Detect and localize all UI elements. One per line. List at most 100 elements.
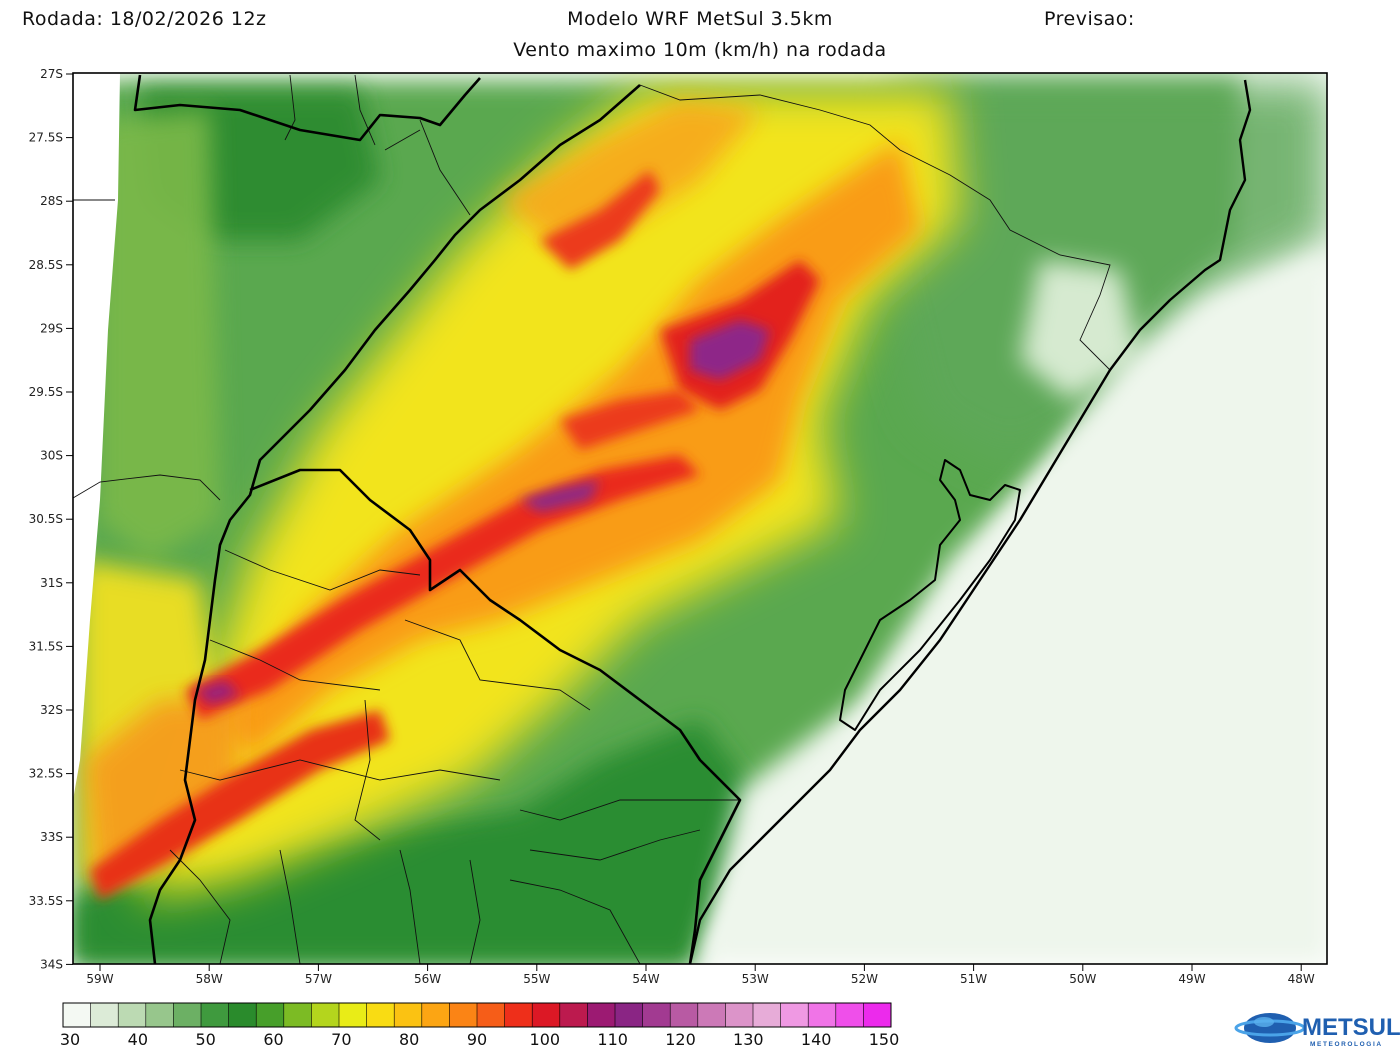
field-orange-north [500, 100, 760, 250]
lon-tick-label: 56W [414, 972, 441, 986]
variable-subtitle: Vento maximo 10m (km/h) na rodada [513, 39, 887, 61]
colorbar-swatch [477, 1003, 505, 1027]
colorbar-label: 110 [597, 1030, 628, 1049]
colorbar-swatch [808, 1003, 837, 1027]
colorbar-swatch [311, 1003, 340, 1027]
metsul-logo: METSUL METEOROLOGIA [1234, 1013, 1400, 1048]
colorbar-swatch [201, 1003, 229, 1027]
colorbar-swatch [228, 1003, 257, 1027]
lon-tick-label: 55W [523, 972, 550, 986]
colorbar-swatch [863, 1003, 892, 1027]
lagoon-outline [839, 459, 1021, 731]
lon-tick-label: 57W [305, 972, 332, 986]
lat-tick-label: 31.5S [29, 639, 63, 653]
map-frame [72, 72, 1328, 965]
colorbar-swatch [780, 1003, 809, 1027]
wind-field [73, 73, 1327, 964]
colorbar-swatch [118, 1003, 147, 1027]
thick-boundaries [133, 74, 742, 964]
run-time-label: Rodada: 18/02/2026 12z [22, 8, 267, 30]
colorbar-label: 150 [869, 1030, 900, 1049]
colorbar-label: 120 [665, 1030, 696, 1049]
colorbar-swatch [642, 1003, 671, 1027]
colorbar-swatch [366, 1003, 395, 1027]
lon-tick-label: 52W [851, 972, 878, 986]
colorbar-swatch [725, 1003, 754, 1027]
lat-tick-label: 34S [40, 957, 63, 971]
lat-tick-label: 28S [40, 194, 63, 208]
lat-tick-label: 29.5S [29, 385, 63, 399]
field-red-mid [560, 390, 700, 450]
colorbar-swatch [394, 1003, 423, 1027]
logo-globe-icon [1244, 1013, 1296, 1043]
colorbar-label: 140 [801, 1030, 832, 1049]
field-green-west-strip [98, 110, 220, 560]
field-red-north [540, 170, 660, 270]
field-nodata-west [73, 73, 120, 800]
lat-tick-label: 29S [40, 321, 63, 335]
lat-tick-label: 27.5S [29, 131, 63, 145]
colorbar-label: 90 [467, 1030, 487, 1049]
field-orange-southwest [85, 700, 240, 880]
thin-boundaries [73, 74, 1111, 964]
colorbar-swatch [670, 1003, 699, 1027]
colorbar-label: 60 [263, 1030, 283, 1049]
colorbar-label: 50 [195, 1030, 215, 1049]
lat-tick-label: 30S [40, 449, 63, 463]
colorbar-frame [62, 1002, 892, 1028]
lon-tick-label: 51W [960, 972, 987, 986]
colorbar-label: 70 [331, 1030, 351, 1049]
field-dark-green-south [73, 720, 760, 964]
colorbar-swatch [615, 1003, 643, 1027]
lon-tick-label: 49W [1178, 972, 1205, 986]
field-red-jet-1 [185, 455, 700, 720]
coastline [688, 79, 1252, 964]
colorbar-label: 100 [530, 1030, 561, 1049]
lat-tick-label: 32.5S [29, 767, 63, 781]
field-green-light [1020, 260, 1140, 400]
colorbar-swatch [504, 1003, 533, 1027]
lat-tick-label: 30.5S [29, 512, 63, 526]
lon-tick-label: 50W [1069, 972, 1096, 986]
colorbar-swatch [835, 1003, 864, 1027]
colorbar-swatch [753, 1003, 781, 1027]
lon-tick-label: 54W [632, 972, 659, 986]
colorbar-swatch [421, 1003, 450, 1027]
colorbar-swatch [587, 1003, 616, 1027]
model-title: Modelo WRF MetSul 3.5km [567, 8, 833, 30]
colorbar-swatch [283, 1003, 312, 1027]
lat-tick-label: 33S [40, 830, 63, 844]
field-purple-peak-2 [520, 480, 600, 512]
colorbar-swatch [697, 1003, 726, 1027]
colorbar-label: 40 [128, 1030, 148, 1049]
colorbar-swatch [90, 1003, 119, 1027]
lat-tick-label: 31S [40, 576, 63, 590]
logo-sub-text: METEOROLOGIA [1310, 1041, 1383, 1048]
colorbar-swatch [559, 1003, 588, 1027]
lat-tick-label: 33.5S [29, 894, 63, 908]
lon-tick-label: 59W [86, 972, 113, 986]
colorbar-label: 130 [733, 1030, 764, 1049]
lon-tick-label: 48W [1288, 972, 1315, 986]
colorbar-swatch [173, 1003, 202, 1027]
field-pale-sea [700, 251, 1327, 964]
logo-brand-text: METSUL [1302, 1014, 1400, 1041]
colorbar-label: 80 [399, 1030, 419, 1049]
lat-tick-label: 27S [40, 67, 63, 81]
colorbar-swatch [145, 1003, 174, 1027]
field-purple-peak-3 [195, 680, 240, 705]
colorbar-swatch [63, 1003, 91, 1027]
field-red-jet-2 [90, 710, 390, 900]
colorbar-swatch [256, 1003, 285, 1027]
lat-tick-label: 32S [40, 703, 63, 717]
lat-tick-label: 28.5S [29, 258, 63, 272]
forecast-label: Previsao: [1044, 8, 1135, 30]
colorbar-label: 30 [60, 1030, 80, 1049]
colorbar: 30 40 50 60 70 80 90 100 110 120 130 140 150 [60, 1002, 900, 1049]
boundary-lines [73, 74, 1252, 964]
lon-tick-label: 58W [196, 972, 223, 986]
latitude-axis: 27S 27.5S 28S 28.5S 29S 29.5S 30S 30.5S 31S 31.5S… [29, 67, 73, 971]
colorbar-swatch [532, 1003, 561, 1027]
lon-tick-label: 53W [742, 972, 769, 986]
